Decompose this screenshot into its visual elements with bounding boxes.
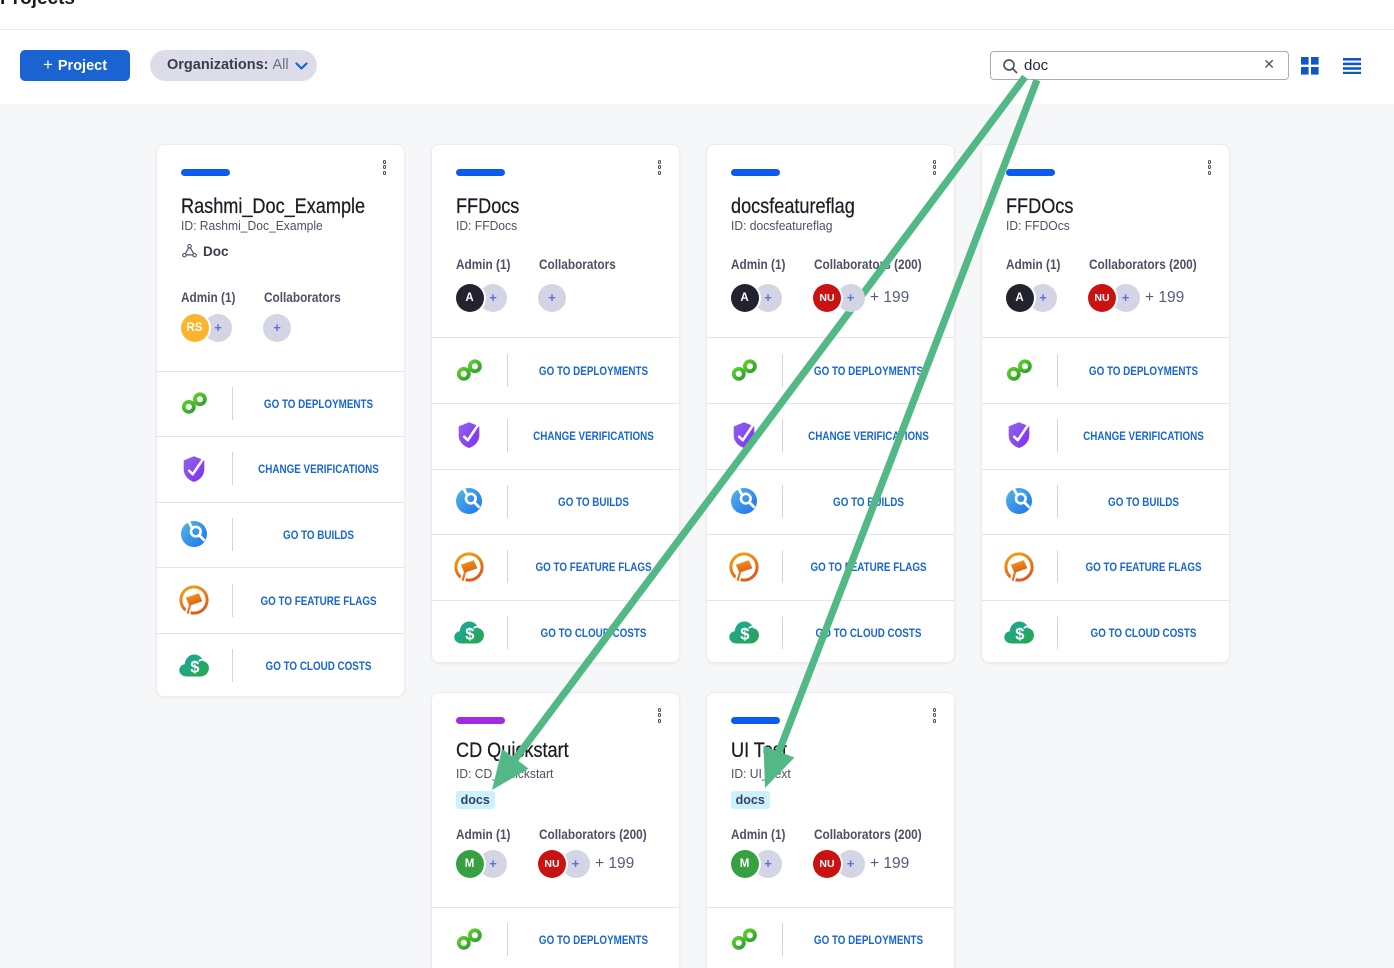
svg-text:$: $ [1015,625,1024,644]
svg-text:$: $ [465,625,474,644]
svg-text:$: $ [190,658,199,677]
svg-text:$: $ [740,625,749,644]
